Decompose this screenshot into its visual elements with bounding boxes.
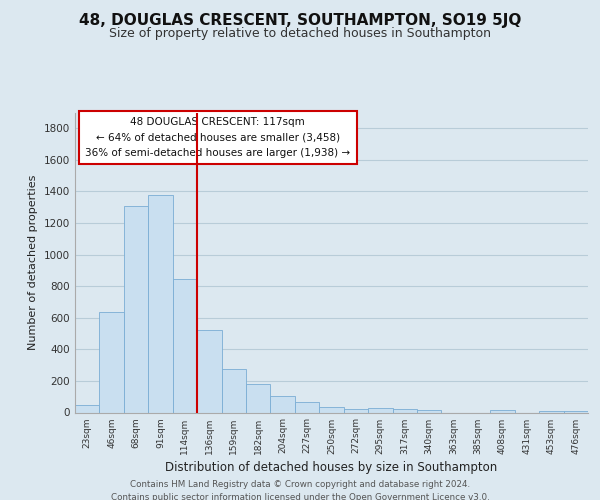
Bar (221, 368, 246, 412)
Bar (417, 410, 442, 412)
Bar (368, 408, 392, 412)
Bar (124, 206, 148, 412)
Y-axis label: Number of detached properties: Number of detached properties (28, 175, 38, 350)
Bar (100, 312, 124, 412)
Bar (490, 410, 515, 412)
Bar (197, 330, 221, 412)
Bar (344, 408, 368, 412)
Bar (563, 411, 588, 412)
Bar (75, 404, 100, 412)
Bar (173, 278, 197, 412)
Bar (148, 196, 173, 412)
Text: Contains HM Land Registry data © Crown copyright and database right 2024.
Contai: Contains HM Land Registry data © Crown c… (110, 480, 490, 500)
Bar (271, 396, 295, 412)
Text: Size of property relative to detached houses in Southampton: Size of property relative to detached ho… (109, 28, 491, 40)
X-axis label: Distribution of detached houses by size in Southampton: Distribution of detached houses by size … (166, 460, 497, 473)
Bar (246, 384, 271, 412)
Bar (319, 408, 344, 412)
Bar (392, 410, 417, 412)
Bar (539, 411, 563, 412)
Bar (295, 402, 319, 412)
Text: 48, DOUGLAS CRESCENT, SOUTHAMPTON, SO19 5JQ: 48, DOUGLAS CRESCENT, SOUTHAMPTON, SO19 … (79, 12, 521, 28)
Text: 48 DOUGLAS CRESCENT: 117sqm
← 64% of detached houses are smaller (3,458)
36% of : 48 DOUGLAS CRESCENT: 117sqm ← 64% of det… (85, 117, 350, 158)
